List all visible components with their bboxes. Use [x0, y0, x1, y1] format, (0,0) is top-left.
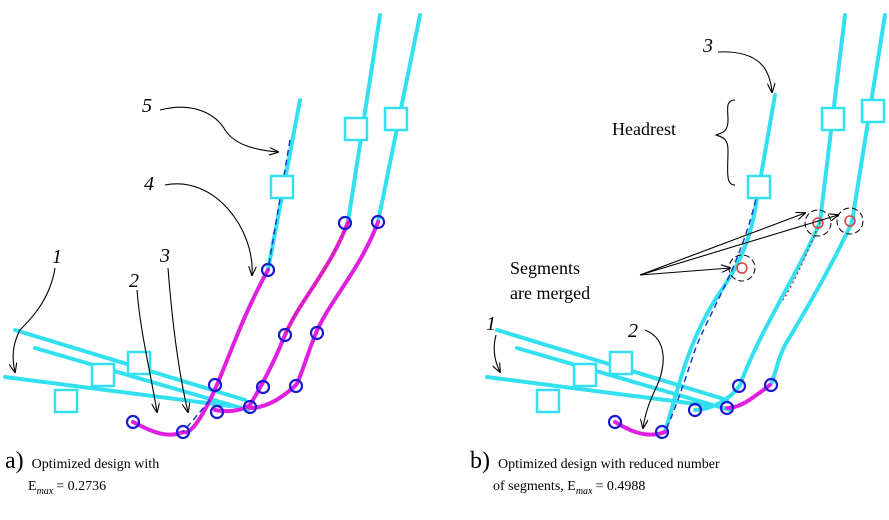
label: 1 [52, 246, 62, 268]
caption-sub: max [576, 486, 593, 497]
actuator [748, 176, 770, 198]
cushion-line [5, 377, 230, 406]
caption-text: Optimized design with reduced number [498, 457, 720, 472]
label: 5 [142, 95, 152, 117]
headrest-label: Headrest [612, 119, 676, 139]
label: 2 [129, 270, 139, 292]
note: Segments [510, 258, 580, 278]
caption-text: = 0.4988 [596, 479, 646, 494]
caption-text: E [28, 479, 37, 494]
arrow [160, 107, 278, 152]
actuator [610, 352, 632, 374]
arrow [13, 268, 55, 372]
caption-text: = 0.2736 [56, 479, 106, 494]
label: 3 [159, 245, 170, 267]
caption-text: Optimized design with [32, 457, 160, 472]
caption-letter: a) [5, 448, 24, 474]
arrow [640, 213, 805, 275]
caption: a) Optimized design with [5, 448, 159, 474]
label: 2 [628, 320, 638, 342]
actuator [345, 118, 367, 140]
panel-a: 1 2 3 4 5 a) Optimized design with Emax=… [5, 15, 420, 497]
arrow [718, 52, 772, 92]
back-line [695, 15, 845, 410]
actuator [385, 108, 407, 130]
arrow [165, 184, 252, 275]
label: 4 [144, 173, 154, 195]
back-line [665, 95, 775, 432]
actuator [574, 364, 596, 386]
caption-text: of segments, E [493, 479, 576, 494]
caption-sub: max [37, 486, 54, 497]
caption: b) Optimized design with reduced number [470, 448, 720, 474]
actuator [822, 108, 844, 130]
arrow [640, 268, 730, 275]
caption-letter: b) [470, 448, 490, 474]
back-line [770, 15, 885, 385]
actuator [862, 100, 884, 122]
actuator [537, 390, 559, 412]
segment-curve [215, 222, 348, 411]
actuator [271, 176, 293, 198]
actuator [55, 390, 77, 412]
caption: Emax= 0.2736 [28, 479, 106, 497]
brace [716, 100, 735, 185]
figure: 1 2 3 4 5 a) Optimized design with Emax=… [0, 0, 889, 520]
merged-joint [737, 263, 747, 273]
label: 3 [702, 35, 713, 57]
label: 1 [486, 313, 496, 335]
arrow [494, 335, 500, 372]
note: are merged [510, 283, 590, 303]
segment-curve [250, 222, 378, 408]
panel-b: 3 1 2 Headrest Segments are merged b) Op… [470, 15, 885, 497]
segment-curve [615, 385, 770, 435]
actuator [92, 364, 114, 386]
caption: of segments, Emax= 0.4988 [493, 479, 645, 497]
